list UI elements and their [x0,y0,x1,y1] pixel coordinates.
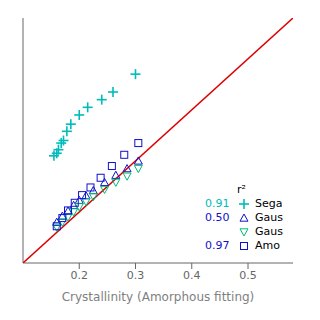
svg-text:0.4: 0.4 [183,269,201,282]
svg-text:0.3: 0.3 [127,269,145,282]
html-text:Amo: Amo [255,239,280,252]
html-text:Gaus: Gaus [255,225,283,238]
svg-text:0.2: 0.2 [71,269,89,282]
html-text:0.91: 0.91 [205,197,230,210]
svg-text:0.5: 0.5 [239,269,257,282]
svg-text:Crystallinity (Amorphous fitti: Crystallinity (Amorphous fitting) [62,290,255,304]
html-text:Sega: Sega [255,197,283,210]
html-text:0.97: 0.97 [205,239,230,252]
html-text:r²: r² [237,183,246,196]
html-text:0.50: 0.50 [205,211,230,224]
html-text:Gaus: Gaus [255,211,283,224]
